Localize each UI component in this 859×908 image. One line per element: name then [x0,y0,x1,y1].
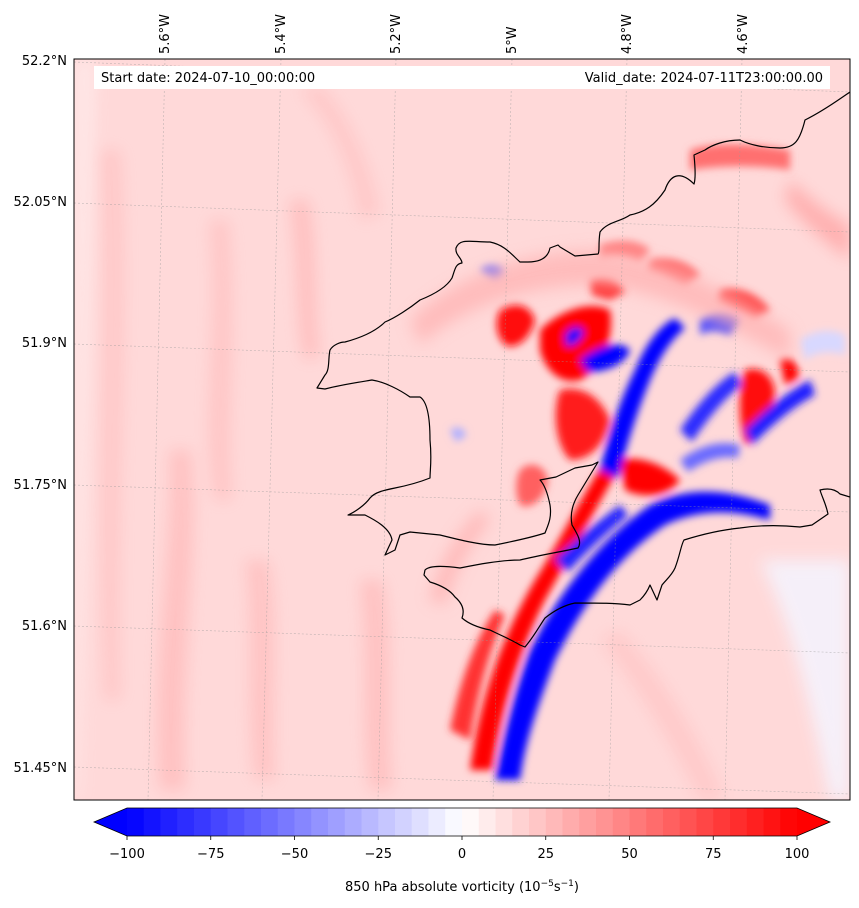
lat-label: 51.75°N [14,478,67,493]
lon-label: 5.6°W [158,14,173,54]
colorbar-bin [512,808,530,836]
vorticity-field [74,59,850,800]
colorbar-bin [160,808,178,836]
lat-label: 51.9°N [22,336,67,351]
colorbar-bin [227,808,245,836]
colorbar-bin [311,808,329,836]
colorbar-bin [529,808,547,836]
colorbar-bin [177,808,195,836]
colorbar-tick-label: 75 [705,847,722,862]
colorbar-bin [713,808,731,836]
colorbar-bin [344,808,363,836]
colorbar-extend-low [94,808,127,836]
colorbar-tick-label: −75 [197,847,224,862]
lon-label: 5.2°W [389,14,404,54]
colorbar-bin [478,808,497,836]
colorbar-tick-label: −50 [281,847,308,862]
colorbar-ticks: −100 −75 −50 −25 0 25 50 75 100 [109,836,809,862]
colorbar-bin [244,808,262,836]
colorbar-bin [328,808,346,836]
lat-label: 52.05°N [14,195,67,210]
colorbar-tick-label: 50 [621,847,638,862]
start-date: Start date: 2024-07-10_00:00:00 [101,71,315,86]
colorbar-bin [294,808,312,836]
colorbar-bin [428,808,446,836]
colorbar-bin [495,808,513,836]
colorbar-bin [612,808,631,836]
colorbar-bin [395,808,413,836]
lon-label: 5.4°W [274,14,289,54]
colorbar-bin [746,808,765,836]
colorbar-bin [378,808,396,836]
colorbar-bin [127,808,145,836]
valid-date: Valid_date: 2024-07-11T23:00:00.00 [585,71,823,86]
colorbar-tick-label: 25 [537,847,554,862]
colorbar-bin [462,808,480,836]
colorbar-bin [596,808,614,836]
colorbar-bin [579,808,597,836]
lon-label: 4.8°W [620,14,635,54]
colorbar-bin [780,808,798,836]
colorbar-bin [361,808,379,836]
colorbar-bin [730,808,748,836]
colorbar-extend-high [797,808,830,836]
lon-labels: 5.6°W 5.4°W 5.2°W 5°W 4.8°W 4.6°W [158,14,751,54]
colorbar-label: 850 hPa absolute vorticity (10−5s−1) [345,879,579,895]
lat-label: 52.2°N [22,54,67,69]
colorbar-tick-label: 0 [458,847,466,862]
colorbar-bin [277,808,296,836]
colorbar-bin [646,808,664,836]
colorbar-tick-label: −100 [109,847,145,862]
colorbar-tick-label: −25 [365,847,392,862]
colorbar-bin [143,808,162,836]
colorbar-bin [411,808,430,836]
colorbar-bin [562,808,580,836]
info-box [94,66,830,89]
colorbar-bin [629,808,647,836]
colorbar-bin [210,808,229,836]
lon-label: 4.6°W [736,14,751,54]
lon-label: 5°W [505,26,520,54]
colorbar-bin [445,808,463,836]
colorbar-bin [696,808,714,836]
colorbar-bins [127,808,798,836]
lat-label: 51.6°N [22,619,67,634]
colorbar-bin [663,808,681,836]
colorbar-bin [763,808,781,836]
colorbar-bin [194,808,212,836]
lat-labels: 52.2°N 52.05°N 51.9°N 51.75°N 51.6°N 51.… [14,54,67,776]
colorbar-tick-label: 100 [785,847,810,862]
colorbar-bin [261,808,279,836]
colorbar-bin [679,808,698,836]
lat-label: 51.45°N [14,761,67,776]
map-frame [73,58,851,801]
coastline [316,91,850,648]
map-panel: Start date: 2024-07-10_00:00:00 Valid_da… [14,14,851,801]
colorbar: −100 −75 −50 −25 0 25 50 75 100 850 hPa absolute… [92,807,832,895]
colorbar-bin [545,808,564,836]
